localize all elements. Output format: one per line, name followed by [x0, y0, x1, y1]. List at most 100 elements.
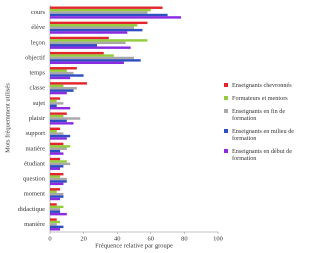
bar [50, 212, 67, 216]
bar [50, 137, 67, 140]
legend-item: Formateurs et mentors [224, 95, 304, 102]
bar [50, 36, 109, 40]
legend-item: Enseignants en début de formation [224, 148, 304, 162]
bar [50, 132, 64, 135]
bar [50, 56, 134, 60]
legend-swatch [224, 109, 228, 113]
y-tick-label: plaisir [29, 115, 46, 122]
bar [50, 145, 71, 148]
bar [50, 130, 57, 133]
bar [50, 218, 57, 221]
bar [50, 24, 138, 27]
bar [50, 160, 67, 163]
bar [50, 6, 163, 9]
bar [50, 122, 74, 125]
bar [50, 190, 57, 193]
x-tick-label: 20 [80, 235, 87, 242]
legend-item: Enseignants en milieu de formation [224, 128, 304, 142]
legend-swatch [224, 96, 228, 100]
bar [50, 41, 126, 45]
bar [50, 165, 64, 168]
bar [50, 162, 71, 166]
bar [50, 220, 61, 224]
y-tick-label: classe [29, 85, 45, 92]
y-tick-label: matière [26, 145, 46, 152]
bar [50, 134, 71, 138]
bar [50, 69, 67, 72]
bar [50, 205, 64, 209]
legend-item: Enseignants chevronnés [224, 82, 304, 89]
y-tick-label: question [23, 176, 46, 183]
bar [50, 106, 71, 110]
legend-item: Enseignants en fin de formation [224, 108, 304, 122]
bar [50, 149, 61, 153]
bar [50, 142, 64, 146]
x-tick-label: 0 [48, 235, 51, 242]
y-tick-label: leçon [31, 39, 46, 46]
page: Mots fréquemment utilisés Fréquence rela… [4, 5, 304, 250]
y-tick-label: manière [24, 221, 45, 228]
y-tick-label: élève [31, 24, 45, 31]
x-tick-label: 40 [114, 235, 121, 242]
bar [50, 91, 67, 95]
bar [50, 87, 77, 90]
bar [50, 119, 67, 123]
bar [50, 208, 61, 211]
y-tick-label: cours [31, 9, 46, 16]
bar [50, 223, 57, 226]
legend-label: Formateurs et mentors [232, 95, 288, 102]
legend-swatch [224, 83, 228, 87]
legend-label: Enseignants en milieu de formation [232, 128, 295, 142]
bar [50, 51, 104, 55]
bar [50, 54, 114, 57]
bar [50, 147, 67, 150]
y-tick-label: objectif [25, 54, 46, 61]
legend-swatch [224, 149, 228, 153]
bar [50, 26, 134, 29]
bar [50, 112, 67, 115]
bar [50, 197, 61, 201]
bar [50, 59, 141, 62]
bar [50, 175, 61, 178]
bar [50, 102, 64, 105]
legend-swatch [224, 129, 228, 133]
bar [50, 61, 124, 65]
bar [50, 203, 57, 206]
bar [50, 16, 182, 19]
bar [50, 180, 67, 183]
bar [50, 44, 98, 47]
bar [50, 114, 64, 118]
bar [50, 89, 74, 92]
x-axis-title: Fréquence relative par groupe [95, 242, 173, 249]
y-tick-label: étudiant [24, 160, 45, 167]
bar [50, 21, 148, 25]
bar [50, 67, 77, 70]
bar [50, 11, 148, 14]
bar [50, 31, 128, 34]
bar [50, 152, 64, 155]
x-tick-label: 100 [213, 235, 223, 242]
chart: Mots fréquemment utilisés Fréquence rela… [4, 5, 223, 249]
legend-label: Enseignants chevronnés [232, 82, 292, 89]
bar [50, 210, 61, 213]
bar [50, 192, 64, 196]
legend-label: Enseignants en début de formation [232, 148, 292, 162]
y-tick-label: didactique [18, 206, 45, 213]
bar [50, 74, 84, 77]
bar [50, 99, 57, 103]
bar [50, 71, 74, 75]
y-tick-label: support [26, 130, 46, 137]
bar [50, 39, 148, 42]
bar [50, 84, 64, 88]
bar [50, 172, 64, 176]
legend-label: Enseignants en fin de formation [232, 108, 286, 122]
bar [50, 28, 143, 32]
bar [50, 195, 64, 198]
bar [50, 97, 61, 100]
x-tick-label: 80 [181, 235, 188, 242]
bar [50, 177, 67, 181]
bar [50, 167, 61, 170]
bar [50, 76, 71, 80]
bar [50, 104, 57, 107]
bar [50, 188, 61, 191]
